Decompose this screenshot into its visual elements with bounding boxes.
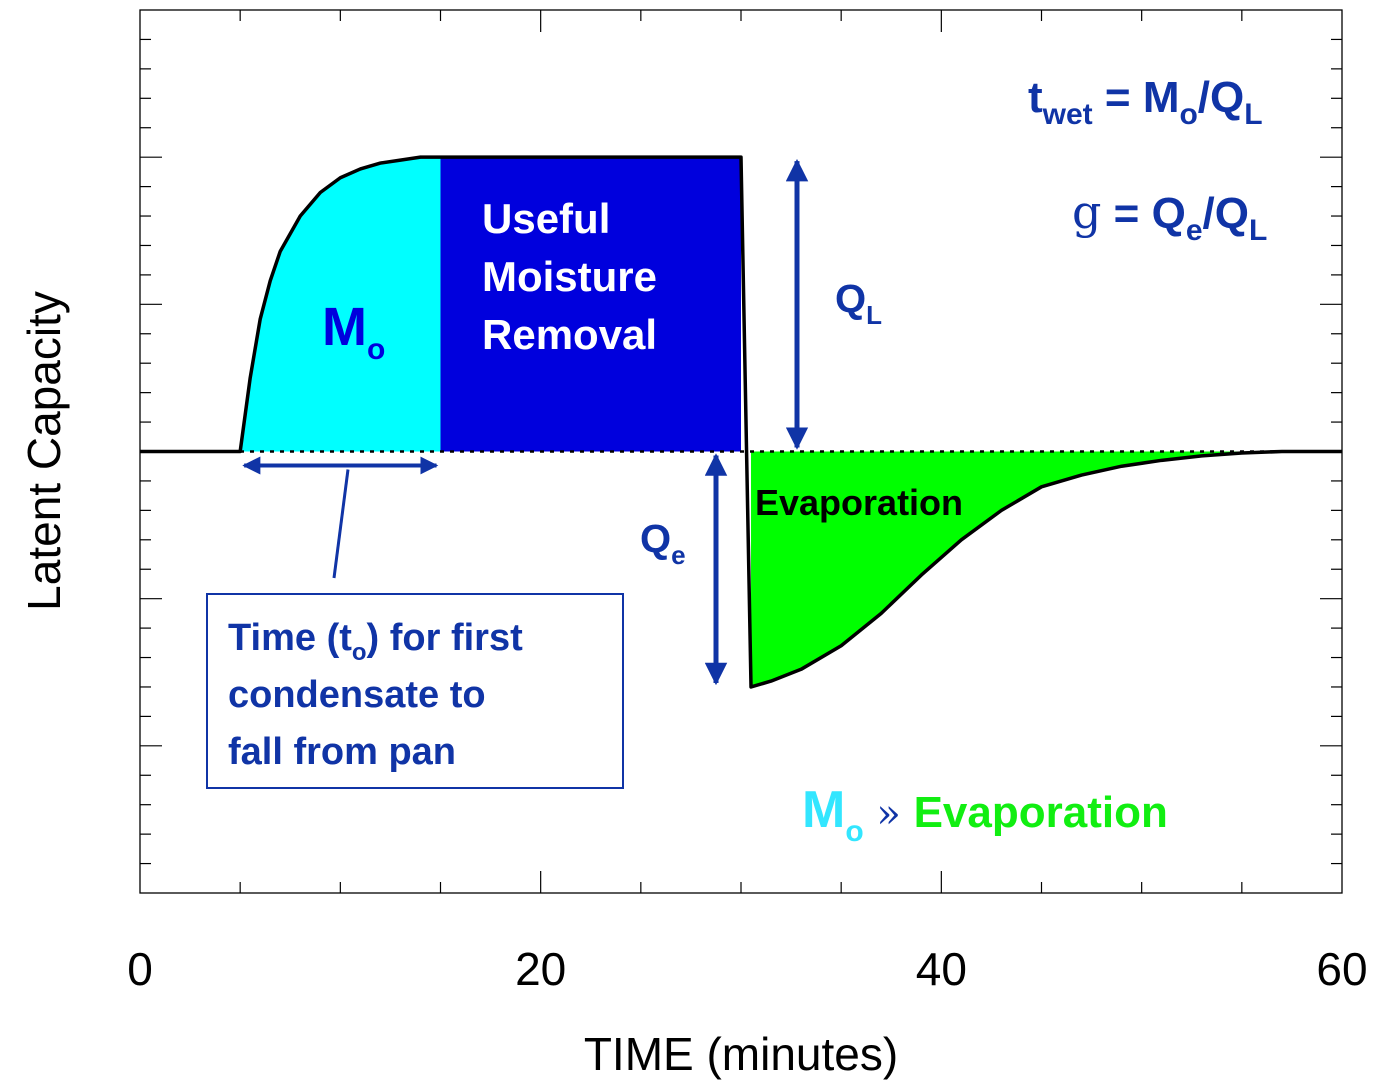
box-text: condensate to (228, 674, 486, 716)
formula-sub: o (1179, 98, 1197, 131)
x-tick-label: 20 (515, 943, 566, 995)
mo-vs-evaporation-note: Mo » Evaporation (802, 781, 1168, 848)
formula-text: /Q (1203, 189, 1249, 238)
x-tick-label: 0 (127, 943, 153, 995)
box-text: fall from pan (228, 731, 456, 773)
useful-region-label: Useful (482, 195, 610, 242)
ql-label: QL (835, 277, 882, 330)
note-evaporation: Evaporation (914, 788, 1168, 837)
t-o-annotation-box (206, 593, 624, 789)
evaporation-region-label: Evaporation (755, 482, 963, 523)
qe-main: Q (640, 517, 671, 561)
x-tick-label: 60 (1316, 943, 1367, 995)
qe-subscript: e (671, 540, 685, 570)
formula-text: /Q (1198, 73, 1244, 122)
ql-main: Q (835, 277, 866, 321)
twet-formula: twet = Mo/QL (1028, 73, 1263, 131)
formula-g: g (1072, 185, 1101, 239)
latent-capacity-series-line (140, 155, 1342, 689)
formula-text: = M (1093, 73, 1180, 122)
mo-subscript: o (367, 333, 385, 366)
useful-region-label: Removal (482, 311, 657, 358)
qe-label: Qe (640, 517, 686, 570)
evaporation-region (751, 451, 1342, 687)
box-subscript: o (352, 639, 367, 666)
box-text-line: Time (to) for first (228, 617, 523, 666)
ql-subscript: L (866, 300, 882, 330)
y-axis-title: Latent Capacity (18, 291, 70, 611)
note-subscript: o (845, 815, 863, 848)
formula-text: = Q (1101, 189, 1185, 238)
box-text-line: fall from pan (228, 731, 456, 773)
mo-main: M (322, 297, 367, 357)
formula-sub: wet (1042, 98, 1093, 131)
box-text-line: condensate to (228, 674, 486, 716)
box-text: Time (t (228, 617, 352, 659)
x-axis-title: TIME (minutes) (584, 1028, 898, 1080)
formula-sub: L (1249, 214, 1267, 247)
formula-t: t (1028, 73, 1043, 122)
useful-region-label: Moisture (482, 253, 657, 300)
t-o-leader-line (332, 469, 350, 579)
mo-region (240, 157, 441, 452)
x-tick-label: 40 (916, 943, 967, 995)
note-symbol: » (864, 791, 914, 837)
formula-sub: L (1244, 98, 1262, 131)
note-m: M (802, 781, 845, 839)
useful-moisture-region (440, 157, 741, 452)
g-formula: g = Qe/QL (1072, 185, 1267, 247)
formula-sub: e (1186, 214, 1203, 247)
mo-region-label: Mo (322, 297, 385, 366)
box-text: ) for first (367, 617, 524, 659)
